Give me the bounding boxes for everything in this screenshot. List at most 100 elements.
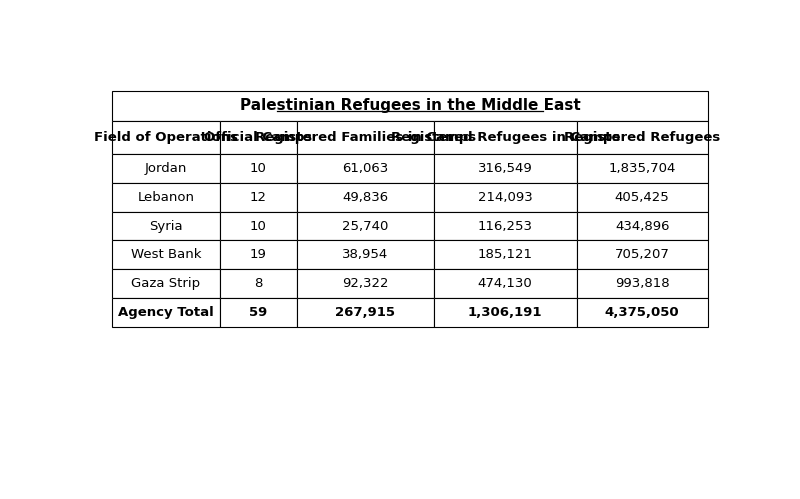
Text: 38,954: 38,954 [342, 249, 389, 261]
Text: 1,835,704: 1,835,704 [609, 162, 676, 175]
Bar [434, 212, 577, 241]
Bar [112, 269, 219, 298]
Bar [112, 91, 707, 121]
Text: 316,549: 316,549 [478, 162, 533, 175]
Bar [577, 183, 708, 212]
Bar [434, 241, 577, 269]
Text: 4,375,050: 4,375,050 [605, 306, 679, 319]
Bar [297, 183, 434, 212]
Bar [297, 241, 434, 269]
Bar [434, 183, 577, 212]
Text: 267,915: 267,915 [335, 306, 395, 319]
Bar [577, 212, 708, 241]
Text: 1,306,191: 1,306,191 [468, 306, 542, 319]
Bar [434, 298, 577, 327]
Text: 10: 10 [250, 162, 266, 175]
Bar [112, 154, 219, 183]
Bar [434, 183, 577, 212]
Text: Registered Refugees in Camps: Registered Refugees in Camps [390, 131, 620, 144]
Text: Official Camps: Official Camps [204, 131, 312, 144]
Bar [112, 298, 219, 327]
Bar [297, 298, 434, 327]
Bar [219, 269, 297, 298]
Text: Field of Operations: Field of Operations [94, 131, 238, 144]
Bar [219, 269, 297, 298]
Bar [434, 269, 577, 298]
Bar [434, 121, 577, 154]
Bar [219, 241, 297, 269]
Bar [112, 241, 219, 269]
Bar [577, 121, 708, 154]
Bar [219, 121, 297, 154]
Text: Syria: Syria [149, 220, 182, 233]
Bar [112, 121, 219, 154]
Bar [577, 212, 708, 241]
Bar [297, 269, 434, 298]
Text: 214,093: 214,093 [478, 191, 533, 204]
Bar [112, 154, 219, 183]
Bar [434, 241, 577, 269]
Bar [297, 154, 434, 183]
Bar [577, 154, 708, 183]
Bar [297, 121, 434, 154]
Bar [577, 241, 708, 269]
Bar [219, 154, 297, 183]
Text: Gaza Strip: Gaza Strip [131, 277, 201, 290]
Text: Agency Total: Agency Total [118, 306, 214, 319]
Text: 8: 8 [254, 277, 262, 290]
Bar [577, 269, 708, 298]
Bar [297, 121, 434, 154]
Bar [219, 183, 297, 212]
Bar [219, 212, 297, 241]
Bar [112, 298, 219, 327]
Bar [434, 269, 577, 298]
Text: West Bank: West Bank [130, 249, 202, 261]
Bar [219, 212, 297, 241]
Bar [434, 154, 577, 183]
Text: 10: 10 [250, 220, 266, 233]
Text: 19: 19 [250, 249, 266, 261]
Bar [112, 269, 219, 298]
Bar [297, 183, 434, 212]
Text: Jordan: Jordan [145, 162, 187, 175]
Text: 12: 12 [250, 191, 266, 204]
Bar [297, 241, 434, 269]
Bar [577, 298, 708, 327]
Bar [577, 183, 708, 212]
Bar [219, 154, 297, 183]
Bar [219, 121, 297, 154]
Bar [112, 183, 219, 212]
Bar [577, 121, 708, 154]
Text: 116,253: 116,253 [478, 220, 533, 233]
Bar [434, 154, 577, 183]
Text: 705,207: 705,207 [614, 249, 670, 261]
Text: 59: 59 [249, 306, 267, 319]
Text: 434,896: 434,896 [615, 220, 670, 233]
Bar [577, 269, 708, 298]
Text: Registered Families in Camps: Registered Families in Camps [254, 131, 476, 144]
Text: 92,322: 92,322 [342, 277, 389, 290]
Bar [112, 121, 219, 154]
Bar [219, 241, 297, 269]
Bar [297, 298, 434, 327]
Text: 49,836: 49,836 [342, 191, 389, 204]
Bar [112, 212, 219, 241]
Text: 474,130: 474,130 [478, 277, 533, 290]
Text: 993,818: 993,818 [615, 277, 670, 290]
Text: 405,425: 405,425 [614, 191, 670, 204]
Bar [219, 183, 297, 212]
Bar [112, 241, 219, 269]
Bar [434, 298, 577, 327]
Bar [297, 154, 434, 183]
Text: 61,063: 61,063 [342, 162, 389, 175]
Text: Registered Refugees: Registered Refugees [564, 131, 720, 144]
Bar [577, 154, 708, 183]
Bar [112, 183, 219, 212]
Bar [219, 298, 297, 327]
Bar [434, 121, 577, 154]
Bar [297, 212, 434, 241]
Bar [577, 241, 708, 269]
Bar [112, 212, 219, 241]
Text: 25,740: 25,740 [342, 220, 389, 233]
Bar [219, 298, 297, 327]
